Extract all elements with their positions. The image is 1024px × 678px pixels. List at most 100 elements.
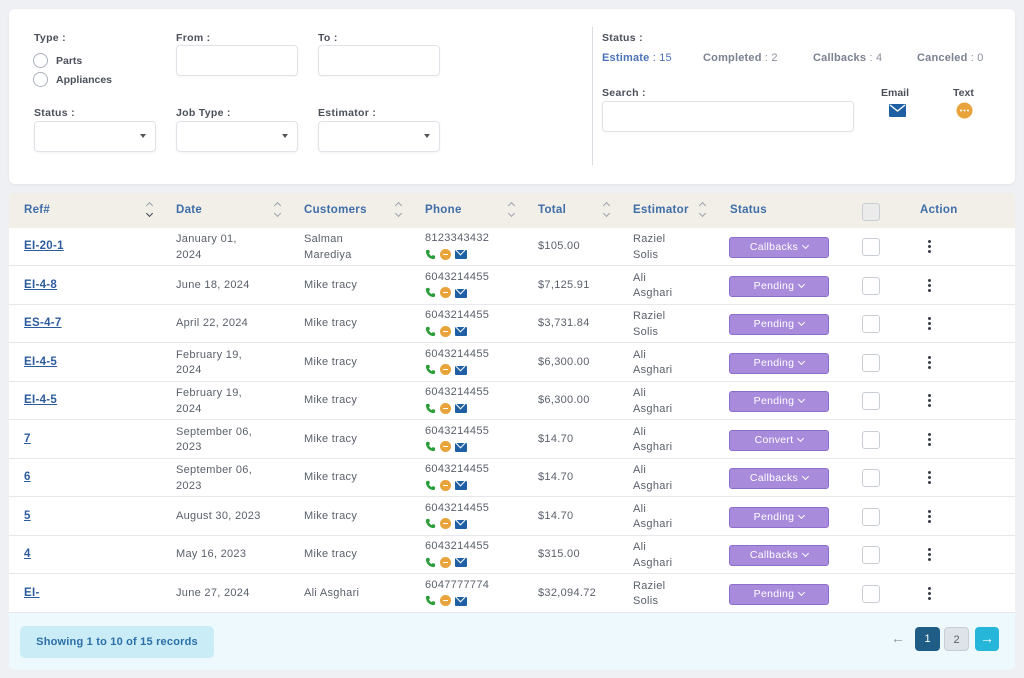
email-icon[interactable] <box>455 327 467 336</box>
more-vertical-icon[interactable] <box>928 586 932 601</box>
more-vertical-icon[interactable] <box>928 355 932 370</box>
ref-link[interactable]: ES-4-7 <box>24 317 62 329</box>
select-all-checkbox[interactable] <box>862 203 880 221</box>
page-button-1[interactable]: 1 <box>915 627 940 651</box>
email-icon[interactable] <box>455 481 467 490</box>
email-icon[interactable] <box>455 404 467 413</box>
status-estimate[interactable]: Estimate : 15 <box>602 52 672 64</box>
ref-link[interactable]: EI-4-5 <box>24 394 58 406</box>
col-date[interactable]: Date <box>176 204 203 216</box>
radio-parts-circle[interactable] <box>33 53 48 68</box>
more-vertical-icon[interactable] <box>928 471 932 485</box>
page-button-2[interactable]: 2 <box>944 627 969 651</box>
phone-icon[interactable] <box>425 557 436 568</box>
ref-link[interactable]: EI-4-5 <box>24 355 58 368</box>
status-dropdown[interactable]: Pending <box>729 352 829 374</box>
ref-link[interactable]: EI- <box>24 586 40 599</box>
text-message-icon[interactable] <box>440 402 451 414</box>
col-estimator[interactable]: Estimator <box>633 204 689 216</box>
status-dropdown[interactable]: Convert <box>729 429 829 451</box>
more-vertical-icon[interactable] <box>928 278 932 293</box>
text-message-icon[interactable] <box>440 479 451 491</box>
sort-icon[interactable] <box>508 202 516 218</box>
status-dropdown[interactable]: Pending <box>729 314 829 335</box>
status-dropdown[interactable]: Callbacks <box>729 468 829 489</box>
col-phone[interactable]: Phone <box>425 204 462 216</box>
text-message-icon[interactable] <box>440 287 451 298</box>
sort-icon[interactable] <box>699 202 707 218</box>
status-dropdown[interactable]: Pending <box>729 583 829 605</box>
ref-link[interactable]: 6 <box>24 471 31 483</box>
status-dropdown[interactable]: Pending <box>729 391 829 412</box>
phone-icon[interactable] <box>425 480 436 491</box>
text-message-icon[interactable] <box>440 441 451 452</box>
row-checkbox[interactable] <box>862 469 880 487</box>
row-checkbox[interactable] <box>862 353 880 372</box>
email-icon[interactable] <box>455 365 467 375</box>
text-message-icon[interactable] <box>440 556 451 568</box>
phone-icon[interactable] <box>425 518 436 529</box>
status-select[interactable] <box>34 121 156 152</box>
ref-link[interactable]: 7 <box>24 432 31 445</box>
more-vertical-icon[interactable] <box>928 317 932 331</box>
next-page-button[interactable]: → <box>975 627 999 651</box>
status-dropdown[interactable]: Pending <box>729 275 829 297</box>
phone-icon[interactable] <box>425 441 436 452</box>
status-dropdown[interactable]: Callbacks <box>729 237 829 258</box>
email-icon[interactable] <box>455 250 467 259</box>
to-date-input[interactable] <box>318 45 440 76</box>
email-icon[interactable] <box>455 288 467 298</box>
phone-icon[interactable] <box>425 403 436 414</box>
phone-icon[interactable] <box>425 595 436 606</box>
prev-page-button[interactable]: ← <box>891 630 905 646</box>
col-total[interactable]: Total <box>538 204 567 216</box>
row-checkbox[interactable] <box>862 546 880 564</box>
more-vertical-icon[interactable] <box>928 240 932 254</box>
text-message-icon[interactable] <box>440 595 451 606</box>
email-icon[interactable] <box>889 104 906 117</box>
ref-link[interactable]: 5 <box>24 509 31 522</box>
email-icon[interactable] <box>455 519 467 529</box>
ref-link[interactable]: EI-4-8 <box>24 278 58 291</box>
row-checkbox[interactable] <box>862 392 880 410</box>
status-dropdown[interactable]: Pending <box>729 506 829 528</box>
radio-parts[interactable]: Parts <box>33 53 82 68</box>
status-callbacks[interactable]: Callbacks : 4 <box>813 52 883 64</box>
status-dropdown[interactable]: Callbacks <box>729 545 829 566</box>
phone-icon[interactable] <box>425 249 436 260</box>
more-vertical-icon[interactable] <box>928 548 932 562</box>
search-input[interactable] <box>602 101 854 132</box>
estimator-select[interactable] <box>318 121 440 152</box>
col-customers[interactable]: Customers <box>304 204 367 216</box>
status-canceled[interactable]: Canceled : 0 <box>917 52 984 64</box>
phone-icon[interactable] <box>425 287 436 298</box>
more-vertical-icon[interactable] <box>928 394 932 408</box>
row-checkbox[interactable] <box>862 430 880 449</box>
chat-icon[interactable] <box>956 102 973 119</box>
row-checkbox[interactable] <box>862 315 880 333</box>
row-checkbox[interactable] <box>862 238 880 256</box>
sort-icon[interactable] <box>146 202 154 218</box>
from-date-input[interactable] <box>176 45 298 76</box>
row-checkbox[interactable] <box>862 276 880 295</box>
row-checkbox[interactable] <box>862 507 880 526</box>
phone-icon[interactable] <box>425 326 436 337</box>
ref-link[interactable]: 4 <box>24 548 31 560</box>
ref-link[interactable]: EI-20-1 <box>24 240 64 252</box>
email-icon[interactable] <box>455 596 467 606</box>
sort-icon[interactable] <box>274 202 282 218</box>
text-message-icon[interactable] <box>440 364 451 375</box>
radio-appliances-circle[interactable] <box>33 72 48 87</box>
radio-appliances[interactable]: Appliances <box>33 72 112 87</box>
row-checkbox[interactable] <box>862 584 880 603</box>
more-vertical-icon[interactable] <box>928 509 932 524</box>
sort-icon[interactable] <box>395 202 403 218</box>
col-ref[interactable]: Ref# <box>24 204 51 216</box>
email-icon[interactable] <box>455 558 467 567</box>
text-message-icon[interactable] <box>440 248 451 260</box>
status-completed[interactable]: Completed : 2 <box>703 52 778 64</box>
text-message-icon[interactable] <box>440 518 451 529</box>
sort-icon[interactable] <box>603 202 611 218</box>
text-message-icon[interactable] <box>440 325 451 337</box>
phone-icon[interactable] <box>425 364 436 375</box>
